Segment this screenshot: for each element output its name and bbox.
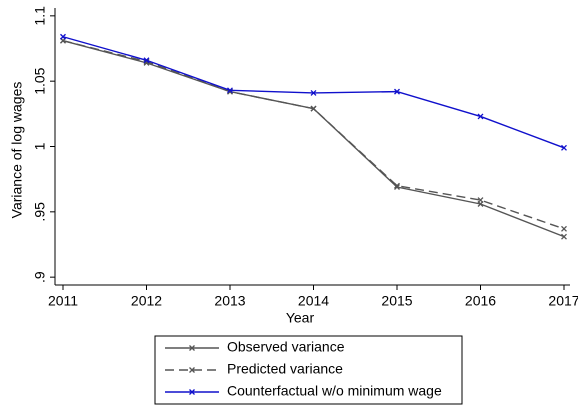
y-axis-label: Variance of log wages (9, 82, 25, 219)
series-line (62, 39, 565, 238)
point-marker (394, 88, 400, 95)
point-marker (477, 197, 484, 204)
marker-stroke (310, 105, 317, 112)
marker-stroke (477, 113, 484, 120)
point-marker (477, 113, 484, 120)
marker-stroke (143, 58, 150, 65)
point-marker (561, 144, 567, 151)
marker-stroke (143, 57, 150, 64)
point-marker (561, 225, 567, 232)
point-marker (60, 33, 66, 40)
marker-stroke (561, 144, 567, 151)
marker-stroke (310, 89, 317, 96)
legend-label: Counterfactual w/o minimum wage (227, 383, 442, 399)
marker-stroke (60, 33, 66, 40)
marker-stroke (561, 233, 567, 240)
marker-stroke (394, 184, 400, 190)
y-tick-label: .95 (32, 202, 48, 222)
legend-label: Predicted variance (227, 361, 343, 377)
legend-marker (189, 367, 195, 373)
point-marker (394, 182, 400, 189)
x-tick-label: 2017 (548, 293, 578, 309)
marker-stroke (227, 87, 233, 94)
marker-stroke (561, 225, 567, 232)
x-tick-label: 2012 (131, 293, 162, 309)
legend-marker (189, 389, 195, 395)
marker-stroke (189, 345, 195, 351)
marker-stroke (477, 197, 484, 204)
point-marker (394, 184, 400, 190)
point-marker (143, 57, 150, 64)
marker-stroke (394, 88, 400, 95)
point-marker (227, 87, 233, 94)
marker-stroke (189, 367, 195, 373)
y-tick-label: .9 (32, 271, 48, 283)
x-tick-label: 2011 (48, 293, 78, 309)
point-marker (561, 233, 567, 240)
x-tick-label: 2015 (381, 293, 412, 309)
x-axis-label: Year (286, 310, 315, 326)
x-tick-label: 2016 (465, 293, 496, 309)
marker-stroke (394, 182, 400, 189)
point-marker (310, 105, 317, 112)
y-tick-label: 1.05 (32, 67, 48, 94)
y-tick-label: 1 (32, 142, 48, 150)
x-tick-label: 2014 (298, 293, 329, 309)
y-tick-label: 1.1 (32, 6, 48, 26)
point-marker (310, 89, 317, 96)
legend-marker (189, 345, 195, 351)
marker-stroke (189, 389, 195, 395)
legend-label: Observed variance (227, 339, 345, 355)
x-tick-label: 2013 (214, 293, 245, 309)
series-line (62, 39, 565, 230)
